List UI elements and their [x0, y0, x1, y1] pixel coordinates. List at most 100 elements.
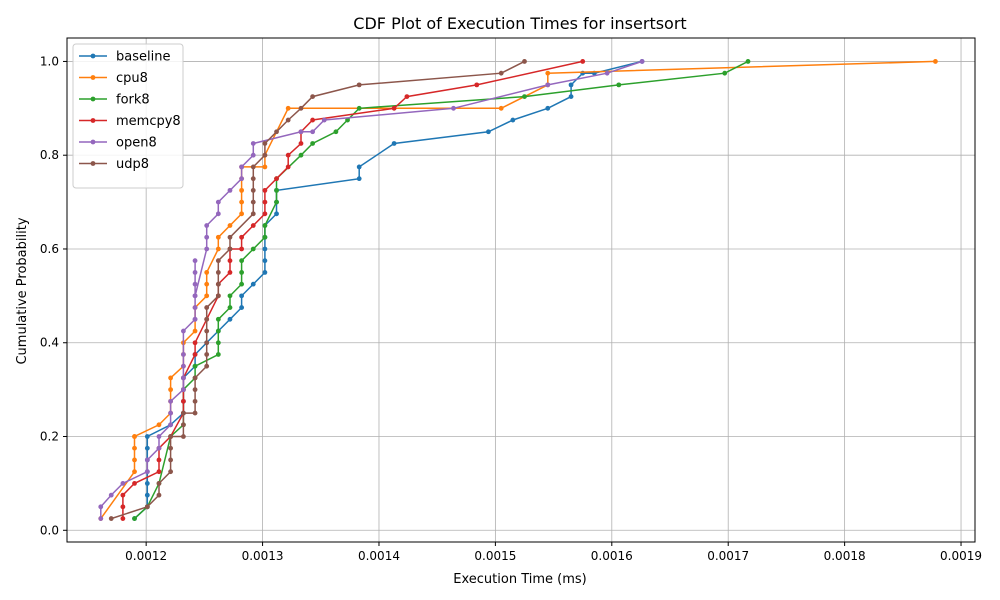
data-point-udp8 — [168, 457, 174, 463]
x-tick-label: 0.0012 — [125, 549, 167, 563]
data-point-cpu8 — [132, 445, 137, 451]
data-point-open8 — [98, 516, 104, 521]
data-point-fork8 — [274, 199, 279, 205]
data-point-open8 — [108, 492, 114, 498]
y-axis-label: Cumulative Probability — [15, 217, 30, 364]
data-point-udp8 — [250, 176, 256, 182]
data-point-open8 — [144, 457, 150, 463]
data-point-fork8 — [345, 117, 350, 123]
data-point-udp8 — [215, 281, 221, 287]
x-tick-label: 0.0013 — [242, 549, 284, 563]
data-point-open8 — [215, 199, 221, 205]
data-point-udp8 — [250, 164, 256, 170]
data-point-open8 — [144, 469, 150, 475]
data-point-cpu8 — [132, 457, 137, 463]
data-point-memcpy8 — [285, 152, 291, 158]
data-point-open8 — [192, 270, 198, 275]
data-point-open8 — [168, 398, 174, 404]
data-point-baseline — [545, 105, 551, 111]
data-point-baseline — [356, 176, 362, 182]
y-tick-label: 0.0 — [40, 523, 59, 537]
data-point-udp8 — [204, 328, 210, 334]
data-point-open8 — [192, 305, 198, 310]
legend-label-cpu8: cpu8 — [116, 71, 148, 86]
data-point-open8 — [204, 223, 210, 228]
series-line-memcpy8 — [122, 60, 583, 519]
series-baseline — [132, 59, 645, 521]
data-point-memcpy8 — [474, 82, 480, 88]
data-point-memcpy8 — [227, 270, 233, 275]
data-point-udp8 — [227, 234, 233, 240]
data-point-baseline — [239, 293, 245, 299]
data-point-open8 — [98, 504, 104, 510]
data-point-fork8 — [333, 129, 339, 135]
data-point-fork8 — [262, 223, 268, 228]
data-point-fork8 — [722, 70, 728, 76]
data-point-memcpy8 — [239, 246, 245, 252]
data-point-fork8 — [132, 516, 137, 521]
data-point-udp8 — [274, 129, 279, 135]
data-point-memcpy8 — [156, 457, 162, 463]
data-point-memcpy8 — [285, 164, 291, 170]
data-point-memcpy8 — [132, 480, 137, 486]
data-point-udp8 — [192, 410, 198, 416]
data-point-udp8 — [215, 258, 221, 264]
data-point-memcpy8 — [250, 223, 256, 228]
data-point-memcpy8 — [120, 504, 126, 510]
data-point-udp8 — [204, 305, 210, 310]
legend-label-open8: open8 — [116, 136, 157, 151]
data-point-fork8 — [745, 59, 751, 64]
data-point-udp8 — [144, 504, 150, 510]
series-cpu8 — [98, 59, 938, 521]
ticks: 0.0012 0.0013 0.0014 0.0015 0.0016 0.0017 0.00… — [40, 54, 982, 563]
data-point-baseline — [144, 445, 150, 451]
data-point-cpu8 — [132, 434, 137, 439]
data-point-baseline — [391, 141, 397, 146]
legend-label-udp8: udp8 — [116, 157, 149, 172]
data-point-fork8 — [616, 82, 622, 88]
data-point-udp8 — [181, 410, 186, 416]
data-point-udp8 — [522, 59, 527, 64]
data-point-memcpy8 — [227, 258, 233, 264]
data-point-baseline — [262, 270, 268, 275]
data-point-udp8 — [204, 363, 210, 369]
data-point-open8 — [192, 316, 198, 322]
data-point-baseline — [486, 129, 491, 135]
data-point-open8 — [239, 164, 245, 170]
data-point-baseline — [356, 164, 362, 170]
data-point-open8 — [215, 211, 221, 217]
data-point-memcpy8 — [120, 516, 126, 521]
data-point-memcpy8 — [120, 492, 126, 498]
data-point-udp8 — [285, 117, 291, 123]
data-point-fork8 — [310, 141, 316, 146]
series-udp8 — [108, 59, 527, 521]
x-axis-label: Execution Time (ms) — [453, 572, 586, 587]
chart-title: CDF Plot of Execution Times for insertso… — [353, 14, 686, 33]
data-point-memcpy8 — [181, 398, 186, 404]
data-point-udp8 — [181, 422, 186, 428]
data-point-baseline — [274, 211, 279, 217]
data-point-cpu8 — [262, 164, 268, 170]
data-point-memcpy8 — [192, 352, 198, 357]
data-point-fork8 — [227, 293, 233, 299]
x-tick-label: 0.0016 — [591, 549, 633, 563]
data-point-fork8 — [239, 258, 245, 264]
data-point-baseline — [510, 117, 516, 123]
legend-label-baseline: baseline — [116, 50, 170, 65]
data-point-fork8 — [215, 328, 221, 334]
x-tick-label: 0.0014 — [358, 549, 400, 563]
y-tick-label: 0.2 — [40, 430, 59, 444]
series-line-cpu8 — [100, 60, 936, 520]
axes — [66, 37, 976, 543]
data-point-udp8 — [108, 516, 114, 521]
grid — [67, 38, 975, 542]
data-point-udp8 — [204, 352, 210, 357]
data-point-memcpy8 — [156, 469, 162, 475]
data-point-fork8 — [239, 281, 245, 287]
data-point-cpu8 — [215, 246, 221, 252]
data-point-udp8 — [310, 94, 316, 100]
data-point-udp8 — [227, 246, 233, 252]
data-point-udp8 — [215, 270, 221, 275]
data-point-udp8 — [215, 293, 221, 299]
data-point-fork8 — [262, 234, 268, 240]
